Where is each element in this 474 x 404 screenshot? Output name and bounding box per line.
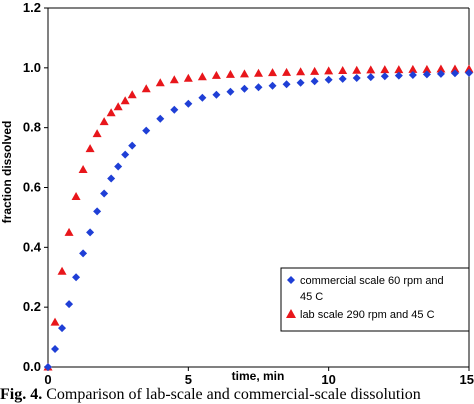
figure-caption: Fig. 4. Comparison of lab-scale and comm… [0, 386, 474, 404]
commercial-scale-point [352, 74, 361, 83]
commercial-scale-point [226, 87, 235, 96]
commercial-scale-point [380, 72, 389, 81]
x-tick-label: 10 [321, 372, 335, 386]
lab-scale-point [78, 165, 88, 174]
y-tick-label: 0.6 [23, 180, 41, 195]
commercial-scale-point [107, 174, 116, 183]
y-tick-label: 1.0 [23, 60, 41, 75]
legend-marker-commercial [287, 276, 295, 284]
lab-scale-point [57, 266, 67, 275]
x-tick-label: 0 [44, 372, 51, 386]
lab-scale-point [380, 65, 390, 74]
commercial-scale-point [394, 71, 403, 80]
commercial-scale-point [58, 324, 67, 333]
lab-scale-point [141, 84, 151, 93]
legend: commercial scale 60 rpm and 45 C lab sca… [280, 267, 470, 332]
legend-label-commercial-line2: 45 C [300, 291, 323, 303]
commercial-scale-point [310, 77, 319, 86]
lab-scale-point [464, 64, 474, 73]
lab-scale-point [183, 73, 193, 82]
y-tick-label: 0.2 [23, 299, 41, 314]
commercial-scale-point [450, 69, 459, 78]
commercial-scale-point [422, 70, 431, 79]
caption-text: Comparison of lab-scale and commercial-s… [42, 386, 421, 403]
lab-scale-point [85, 144, 95, 153]
lab-scale-point [225, 69, 235, 78]
lab-scale-point [338, 66, 348, 75]
series-layer [43, 64, 474, 371]
caption-label: Fig. 4. [0, 386, 43, 403]
commercial-scale-point [212, 90, 221, 99]
lab-scale-point [366, 65, 376, 74]
commercial-scale-point [254, 83, 263, 92]
commercial-scale-point [296, 78, 305, 87]
y-tick-label: 0.4 [23, 239, 42, 254]
lab-scale-point [92, 129, 102, 138]
commercial-scale-point [156, 114, 165, 123]
commercial-scale-point [93, 207, 102, 216]
lab-scale-point [155, 78, 165, 87]
lab-scale-point [120, 96, 130, 105]
commercial-scale-point [465, 68, 473, 77]
commercial-scale-point [114, 162, 123, 171]
commercial-scale-point [44, 363, 52, 371]
commercial-scale-point [240, 84, 249, 93]
x-tick-label: 15 [460, 372, 474, 386]
commercial-scale-point [198, 93, 207, 102]
lab-scale-point [324, 66, 334, 75]
commercial-scale-point [170, 105, 179, 114]
commercial-scale-point [184, 99, 193, 108]
lab-scale-point [282, 67, 292, 76]
commercial-scale-point [408, 71, 417, 80]
commercial-scale-point [121, 150, 130, 159]
y-tick-label: 1.2 [23, 0, 41, 15]
lab-scale-point [450, 64, 460, 73]
commercial-scale-point [128, 141, 137, 150]
commercial-scale-point [72, 273, 81, 282]
commercial-scale-point [65, 300, 74, 309]
commercial-scale-point [79, 249, 88, 258]
commercial-scale-point [268, 81, 277, 90]
commercial-scale-point [366, 73, 375, 82]
lab-scale-point [71, 191, 81, 200]
legend-box [280, 267, 470, 332]
lab-scale-point [64, 227, 74, 236]
lab-scale-point [408, 64, 418, 73]
commercial-scale-point [324, 75, 333, 84]
legend-marker-lab [286, 309, 296, 318]
commercial-scale-point [338, 74, 347, 83]
x-axis-title: time, min [232, 369, 285, 383]
chart: 0.0 0.2 0.4 0.6 0.8 1.0 1.2 0 5 10 15 commercial s… [0, 0, 474, 386]
lab-scale-point [296, 67, 306, 76]
lab-scale-point [239, 69, 249, 78]
y-tick-label: 0.8 [23, 120, 41, 135]
lab-scale-point [254, 68, 263, 77]
lab-scale-point [422, 64, 432, 73]
commercial-scale-point [86, 228, 95, 237]
lab-scale-point [352, 65, 362, 74]
lab-scale-point [127, 90, 137, 99]
lab-scale-point [211, 70, 221, 79]
lab-scale-point [197, 72, 207, 81]
lab-scale-point [169, 75, 179, 84]
x-tick-label: 5 [185, 372, 192, 386]
commercial-scale-point [51, 345, 60, 354]
commercial-scale-point [282, 80, 291, 89]
lab-scale-point [113, 102, 123, 111]
lab-scale-point [394, 65, 404, 74]
lab-scale-point [50, 317, 60, 326]
commercial-scale-point [100, 189, 109, 198]
legend-label-lab: lab scale 290 rpm and 45 C [300, 309, 435, 321]
lab-scale-point [436, 64, 446, 73]
lab-scale-point [106, 108, 116, 117]
commercial-scale-point [436, 69, 445, 78]
y-axis-title: fraction dissolved [0, 121, 14, 224]
y-tick-label: 0.0 [23, 359, 41, 374]
lab-scale-point [310, 66, 320, 75]
commercial-scale-point [142, 126, 151, 135]
lab-scale-point [268, 68, 278, 77]
legend-label-commercial-line1: commercial scale 60 rpm and [300, 275, 444, 287]
lab-scale-point [99, 117, 109, 126]
